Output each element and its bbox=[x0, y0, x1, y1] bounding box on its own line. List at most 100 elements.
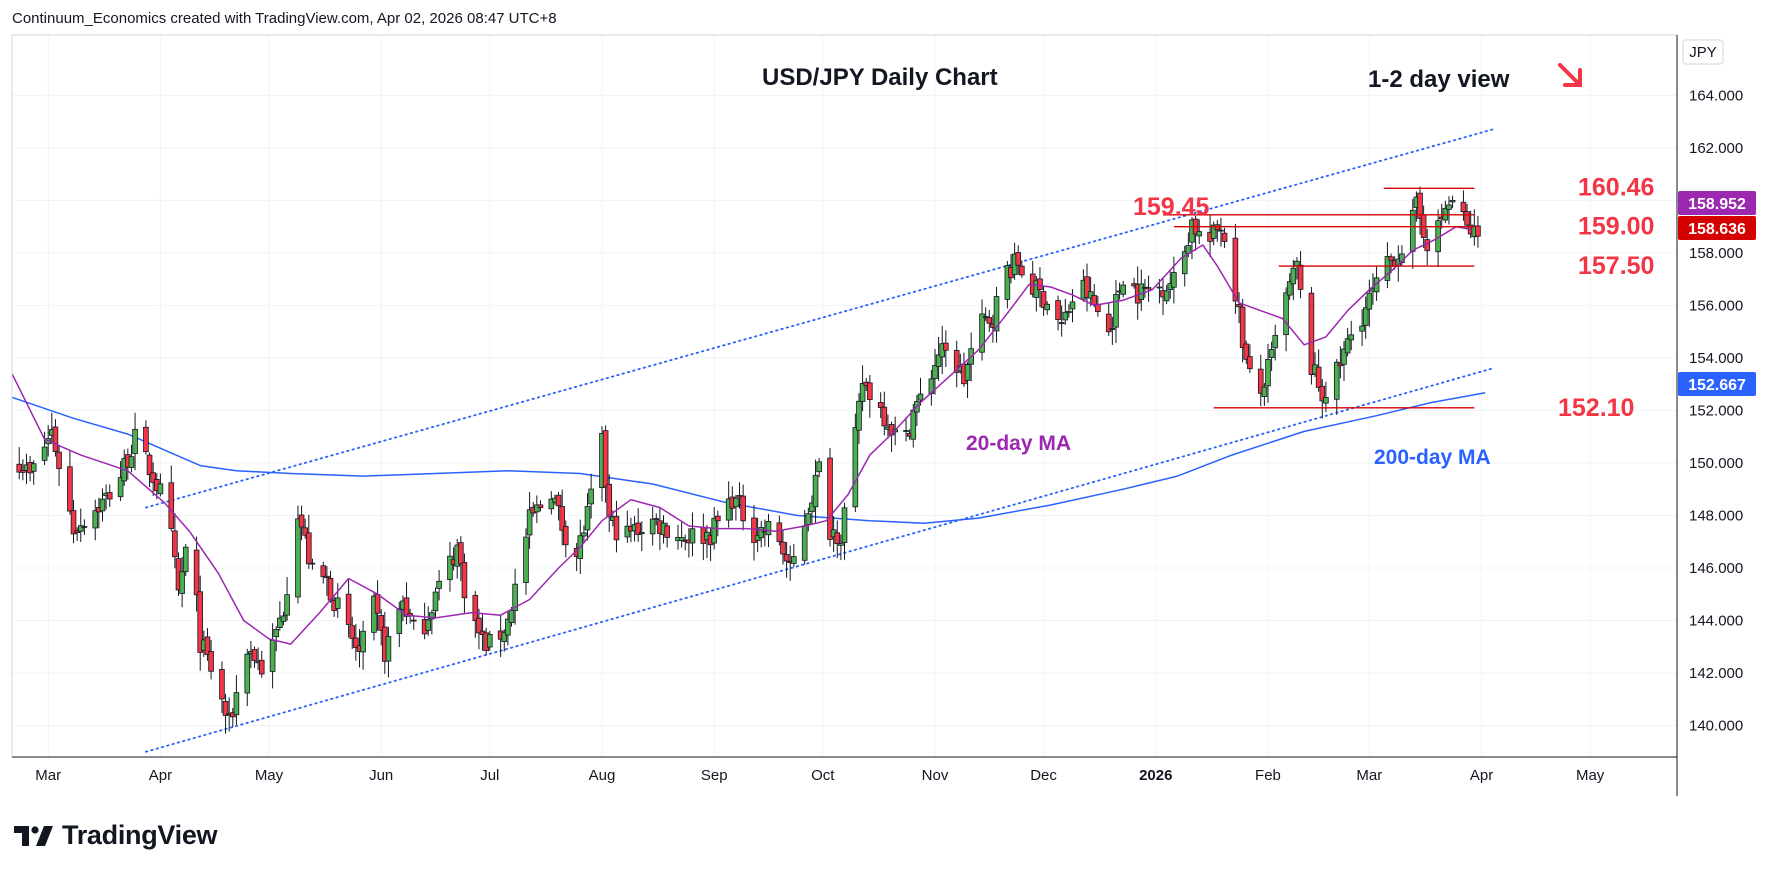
candle bbox=[378, 609, 384, 646]
candle bbox=[559, 489, 565, 546]
candle bbox=[1058, 305, 1065, 337]
candle bbox=[1084, 263, 1090, 312]
x-tick-label: Nov bbox=[922, 767, 949, 784]
candle bbox=[360, 620, 366, 670]
candle bbox=[1236, 292, 1242, 324]
candle bbox=[740, 484, 746, 531]
candle bbox=[678, 521, 685, 548]
candle bbox=[1464, 203, 1470, 230]
candle bbox=[1004, 261, 1011, 309]
candle bbox=[92, 499, 99, 541]
candle bbox=[128, 444, 135, 473]
candle bbox=[1062, 298, 1069, 325]
candle bbox=[1265, 343, 1271, 403]
candle bbox=[548, 491, 555, 515]
y-tick-label: 146.000 bbox=[1689, 560, 1743, 577]
level-label: 159.45 bbox=[1133, 193, 1210, 221]
candle bbox=[715, 510, 721, 537]
candle bbox=[208, 640, 214, 680]
candle bbox=[653, 513, 660, 526]
candle bbox=[20, 459, 26, 481]
candle bbox=[1409, 199, 1416, 269]
y-tick-label: 140.000 bbox=[1689, 717, 1743, 734]
candle bbox=[334, 583, 341, 618]
candle bbox=[917, 377, 924, 406]
svg-text:158.636: 158.636 bbox=[1688, 221, 1746, 238]
candle bbox=[758, 521, 765, 548]
candle bbox=[1257, 354, 1264, 407]
candle bbox=[1163, 284, 1170, 305]
candle bbox=[320, 561, 327, 584]
candle bbox=[581, 525, 587, 543]
candle bbox=[1210, 221, 1217, 246]
candle bbox=[1449, 195, 1456, 209]
candle bbox=[1239, 298, 1246, 363]
candle bbox=[932, 348, 938, 395]
candle bbox=[1113, 280, 1119, 343]
candle bbox=[168, 465, 175, 532]
y-tick-label: 154.000 bbox=[1689, 350, 1743, 367]
candle bbox=[132, 412, 138, 471]
y-tick-label: 158.000 bbox=[1689, 245, 1743, 262]
candle bbox=[1283, 287, 1289, 352]
tradingview-brand: TradingView bbox=[62, 820, 218, 850]
x-tick-label: Apr bbox=[149, 767, 172, 784]
candle bbox=[791, 544, 797, 567]
candle bbox=[1460, 190, 1467, 221]
ma-annotation: 200-day MA bbox=[1374, 446, 1491, 469]
candle bbox=[979, 299, 985, 361]
x-tick-label: May bbox=[1576, 767, 1605, 784]
candle bbox=[461, 553, 468, 613]
currency-label[interactable]: JPY bbox=[1689, 44, 1717, 61]
candle bbox=[881, 391, 888, 436]
tradingview-logo[interactable]: TradingView bbox=[14, 820, 218, 851]
candle bbox=[1109, 317, 1116, 345]
candle bbox=[70, 499, 77, 544]
candle bbox=[146, 452, 153, 488]
level-lines bbox=[1163, 187, 1475, 409]
candle bbox=[1333, 358, 1340, 415]
candle bbox=[1232, 224, 1239, 314]
time-axis[interactable]: Mar Apr May Jun Jul Aug Sep Oct Nov Dec 2026 Feb Mar… bbox=[35, 767, 1605, 784]
price-badge: 158.636 bbox=[1678, 216, 1756, 240]
currency-box[interactable] bbox=[1682, 39, 1724, 65]
candle bbox=[284, 577, 290, 621]
candle bbox=[324, 566, 330, 596]
candle bbox=[1066, 304, 1072, 318]
candle bbox=[251, 646, 258, 668]
candle bbox=[588, 473, 594, 519]
x-tick-label: May bbox=[255, 767, 284, 784]
x-tick-label: 2026 bbox=[1139, 767, 1172, 784]
candle bbox=[56, 444, 62, 486]
candle bbox=[345, 578, 352, 638]
trend-channel bbox=[145, 128, 1494, 753]
candle bbox=[1055, 295, 1061, 331]
candle bbox=[298, 505, 305, 541]
candle bbox=[204, 628, 211, 661]
candle bbox=[725, 481, 732, 528]
candle bbox=[1138, 269, 1145, 311]
candle bbox=[1348, 320, 1355, 351]
x-tick-label: Dec bbox=[1030, 767, 1057, 784]
candle bbox=[41, 431, 48, 465]
level-label: 160.46 bbox=[1578, 173, 1654, 201]
candle bbox=[16, 447, 23, 480]
candle bbox=[233, 675, 240, 725]
x-tick-label: Aug bbox=[589, 767, 616, 784]
y-tick-label: 156.000 bbox=[1689, 297, 1743, 314]
candle bbox=[827, 447, 833, 547]
candle bbox=[1286, 273, 1293, 300]
price-axis[interactable]: 140.000 142.000 144.000 146.000 148.000 150.0… bbox=[1689, 87, 1743, 734]
candle bbox=[501, 629, 508, 652]
candle bbox=[179, 556, 185, 608]
candle bbox=[562, 520, 569, 558]
y-tick-label: 152.000 bbox=[1689, 402, 1743, 419]
candle bbox=[780, 529, 786, 565]
candle bbox=[385, 626, 392, 678]
candle bbox=[859, 365, 866, 412]
grid-lines bbox=[12, 35, 1677, 757]
svg-text:152.667: 152.667 bbox=[1688, 377, 1746, 394]
candle bbox=[1040, 286, 1047, 316]
candle bbox=[1044, 301, 1050, 315]
